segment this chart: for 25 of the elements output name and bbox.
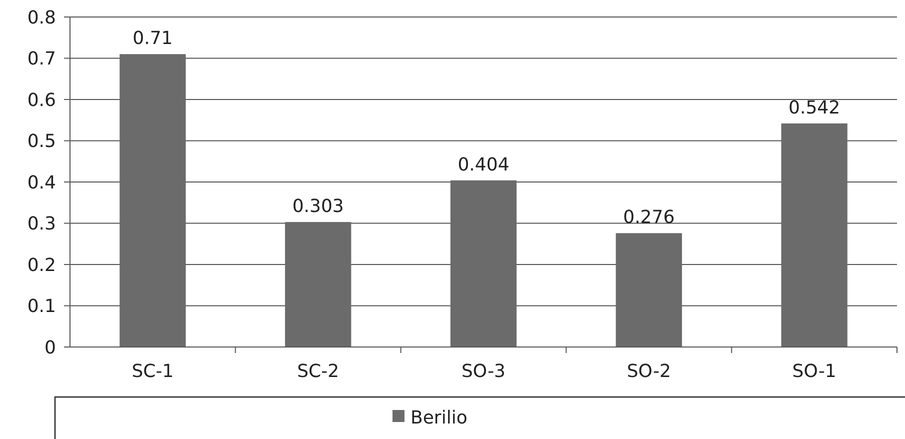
data-label: 0.404 <box>458 154 510 176</box>
y-tick-label: 0.1 <box>27 296 56 318</box>
x-tick-label: SC-2 <box>297 361 340 382</box>
bar <box>781 123 848 347</box>
x-tick-label: SC-1 <box>132 361 174 382</box>
bar <box>450 180 517 347</box>
legend-label: Berilio <box>410 407 468 428</box>
y-tick-label: 0.4 <box>27 172 56 194</box>
bar <box>120 54 186 347</box>
data-label: 0.276 <box>623 207 675 228</box>
y-tick-label: 0.7 <box>27 48 56 70</box>
x-tick-label: SO-1 <box>792 361 836 382</box>
x-tick-label: SO-3 <box>461 361 506 382</box>
y-tick-label: 0.8 <box>27 7 56 28</box>
data-label: 0.542 <box>788 97 840 118</box>
y-tick-label: 0.2 <box>27 254 56 276</box>
data-label: 0.71 <box>132 28 173 50</box>
y-tick-label: 0.5 <box>27 131 56 152</box>
x-tick-label: SO-2 <box>626 361 671 382</box>
bar <box>616 233 682 347</box>
y-tick-label: 0 <box>44 337 56 358</box>
y-tick-label: 0.6 <box>27 90 56 111</box>
bar <box>285 222 352 347</box>
data-label: 0.303 <box>292 196 344 218</box>
y-tick-label: 0.3 <box>27 214 56 235</box>
